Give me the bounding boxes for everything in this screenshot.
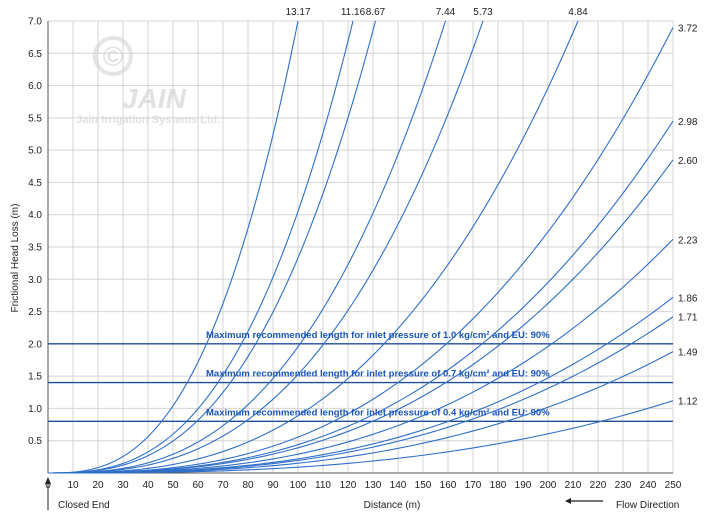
curve-label: 1.71 bbox=[678, 313, 698, 324]
x-tick-label: 180 bbox=[490, 480, 507, 491]
curve-line bbox=[48, 159, 674, 474]
curve-line bbox=[48, 20, 377, 474]
x-tick-label: 20 bbox=[92, 480, 104, 491]
watermark-symbol: © bbox=[103, 41, 124, 72]
annotations: Maximum recommended length for inlet pre… bbox=[206, 330, 550, 418]
y-tick-label: 2.5 bbox=[28, 307, 42, 318]
curve-line bbox=[48, 20, 299, 474]
curve-label: 4.84 bbox=[568, 7, 588, 18]
curve-line bbox=[48, 120, 674, 474]
curve-labels: 13.17 11.16 8.67 7.44 5.73 4.84 3.72 2.98 2.60 2.… bbox=[285, 7, 697, 408]
y-tick-label: 4.0 bbox=[28, 210, 42, 221]
curve-label: 7.44 bbox=[436, 7, 456, 18]
y-tick-label: 4.5 bbox=[28, 178, 42, 189]
closed-end-marker: Closed End bbox=[45, 477, 110, 511]
annotation-text: Maximum recommended length for inlet pre… bbox=[206, 369, 550, 380]
curve-label: 5.73 bbox=[473, 7, 493, 18]
flow-direction-marker: Flow Direction bbox=[565, 498, 679, 511]
curves bbox=[48, 20, 674, 474]
x-tick-label: 240 bbox=[640, 480, 657, 491]
x-tick-label: 50 bbox=[167, 480, 179, 491]
x-tick-label: 110 bbox=[315, 480, 331, 491]
x-tick-label: 130 bbox=[365, 480, 382, 491]
x-tick-label: 160 bbox=[440, 480, 457, 491]
curve-line bbox=[48, 400, 674, 474]
watermark-logo-text: JAIN bbox=[122, 83, 187, 114]
x-tick-label: 30 bbox=[117, 480, 129, 491]
curve-line bbox=[48, 20, 447, 474]
flow-direction-arrowhead-icon bbox=[565, 498, 571, 504]
x-tick-label: 140 bbox=[390, 480, 407, 491]
y-tick-label: 2.0 bbox=[28, 339, 42, 350]
flow-direction-label: Flow Direction bbox=[616, 500, 679, 511]
x-tick-label: 230 bbox=[615, 480, 632, 491]
x-tick-label: 220 bbox=[590, 480, 607, 491]
y-axis-title: Frictional Head Loss (m) bbox=[10, 204, 21, 313]
curve-line bbox=[48, 20, 579, 474]
axis-ticks: 0102030405060708090100110120130140150160… bbox=[28, 17, 682, 492]
annotation-text: Maximum recommended length for inlet pre… bbox=[206, 407, 550, 418]
curve-label: 1.49 bbox=[678, 348, 698, 359]
x-tick-label: 150 bbox=[415, 480, 432, 491]
copyright-logo-icon bbox=[93, 36, 133, 76]
y-tick-label: 3.5 bbox=[28, 243, 42, 254]
y-tick-label: 5.5 bbox=[28, 113, 42, 124]
curve-line bbox=[48, 238, 674, 474]
threshold-lines bbox=[48, 343, 673, 423]
x-tick-label: 170 bbox=[465, 480, 482, 491]
y-tick-label: 3.0 bbox=[28, 275, 42, 286]
curve-label: 2.60 bbox=[678, 156, 698, 167]
y-tick-label: 1.0 bbox=[28, 404, 42, 415]
curve-label: 3.72 bbox=[678, 23, 698, 34]
curve-label: 13.17 bbox=[285, 7, 310, 18]
x-tick-label: 70 bbox=[217, 480, 229, 491]
curve-line bbox=[48, 27, 674, 474]
x-tick-label: 80 bbox=[242, 480, 254, 491]
y-tick-label: 6.5 bbox=[28, 49, 42, 60]
x-tick-label: 210 bbox=[565, 480, 582, 491]
x-tick-label: 250 bbox=[665, 480, 682, 491]
x-tick-label: 90 bbox=[267, 480, 279, 491]
curve-label: 1.12 bbox=[678, 397, 698, 408]
x-tick-label: 10 bbox=[67, 480, 79, 491]
y-tick-label: 7.0 bbox=[28, 17, 42, 28]
y-tick-label: 5.0 bbox=[28, 146, 42, 157]
curve-label: 2.98 bbox=[678, 117, 698, 128]
closed-end-label: Closed End bbox=[58, 500, 110, 511]
x-tick-label: 100 bbox=[290, 480, 307, 491]
curve-label: 11.16 bbox=[341, 7, 366, 18]
x-tick-label: 40 bbox=[142, 480, 154, 491]
x-tick-label: 190 bbox=[515, 480, 532, 491]
annotation-text: Maximum recommended length for inlet pre… bbox=[206, 330, 550, 341]
grid bbox=[47, 20, 674, 474]
curve-label: 8.67 bbox=[366, 7, 386, 18]
curve-label: 2.23 bbox=[678, 235, 698, 246]
curve-line bbox=[48, 20, 354, 474]
y-tick-label: 1.5 bbox=[28, 372, 42, 383]
y-tick-label: 6.0 bbox=[28, 81, 42, 92]
closed-end-arrowhead-icon bbox=[45, 477, 51, 484]
x-tick-label: 200 bbox=[540, 480, 557, 491]
curve-label: 1.86 bbox=[678, 293, 698, 304]
x-tick-label: 60 bbox=[192, 480, 204, 491]
y-tick-label: 0.5 bbox=[28, 436, 42, 447]
x-tick-label: 120 bbox=[340, 480, 357, 491]
curve-line bbox=[48, 20, 484, 474]
x-axis-title: Distance (m) bbox=[364, 500, 421, 511]
